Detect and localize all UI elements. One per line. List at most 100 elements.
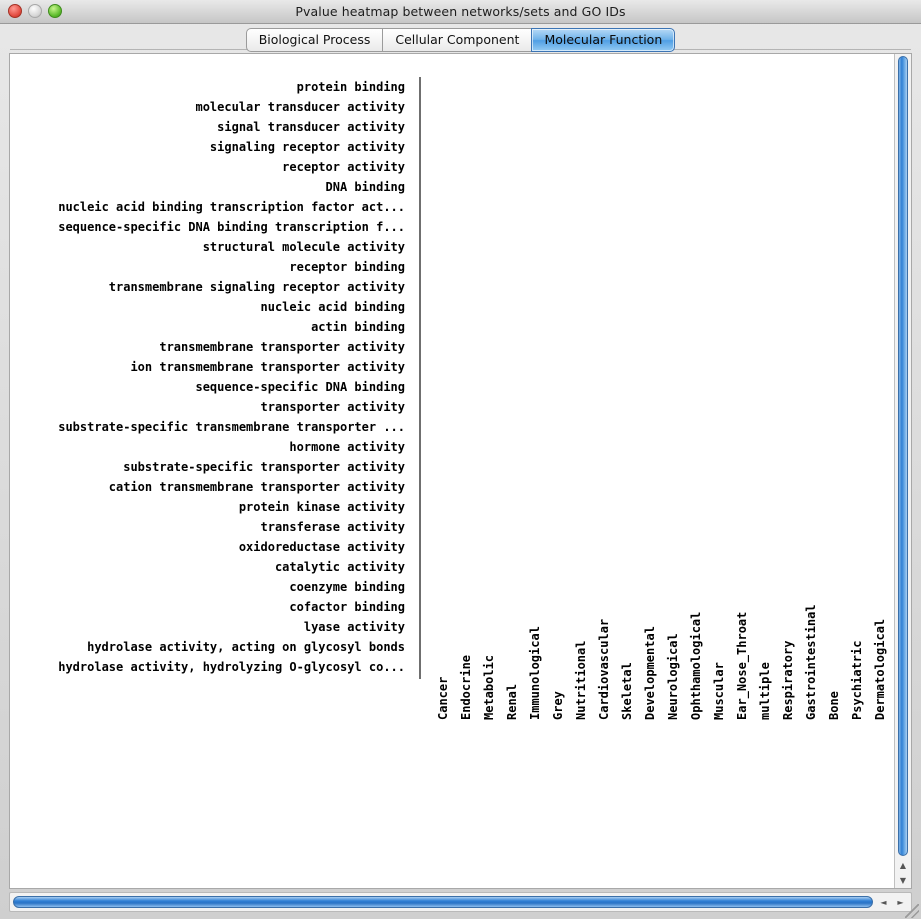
heatmap-cell[interactable] [419, 498, 420, 518]
heatmap-cell[interactable] [419, 398, 420, 418]
tab-cellular-component[interactable]: Cellular Component [383, 28, 533, 52]
heatmap-cell[interactable] [419, 418, 420, 438]
horizontal-scrollbar-thumb[interactable] [13, 896, 873, 908]
vertical-scroll-buttons: ▲ ▼ [895, 858, 911, 888]
scroll-right-arrow-icon[interactable]: ► [897, 897, 904, 907]
heatmap-cell[interactable] [419, 98, 420, 118]
heatmap-column-label: Endocrine [459, 654, 473, 720]
heatmap-row-label: receptor binding [289, 260, 405, 274]
heatmap-cell[interactable] [420, 318, 421, 338]
heatmap-cell[interactable] [419, 558, 420, 578]
heatmap-row-label: sequence-specific DNA binding [195, 380, 405, 394]
heatmap-cell[interactable] [420, 478, 421, 498]
heatmap-cell[interactable] [420, 178, 421, 198]
vertical-scrollbar-thumb[interactable] [898, 56, 908, 856]
resize-grip-icon[interactable] [905, 904, 919, 918]
heatmap-column-label: Cardiovascular [597, 618, 611, 720]
heatmap-cell[interactable] [420, 398, 421, 418]
heatmap-cell[interactable] [419, 438, 420, 458]
heatmap-column-label: Gastrointestinal [804, 604, 818, 720]
heatmap-cell[interactable] [420, 658, 421, 679]
horizontal-scrollbar[interactable]: ◄ ► [9, 892, 912, 912]
heatmap-cell[interactable] [420, 298, 421, 318]
heatmap-cell[interactable] [419, 198, 420, 218]
heatmap-row-label: hydrolase activity, acting on glycosyl b… [87, 640, 405, 654]
heatmap-cell[interactable] [420, 198, 421, 218]
heatmap-cell[interactable] [420, 98, 421, 118]
heatmap-cell[interactable] [419, 658, 420, 679]
heatmap-row [419, 618, 421, 638]
heatmap-cell[interactable] [419, 138, 420, 158]
heatmap-cell[interactable] [420, 118, 421, 138]
heatmap-cell[interactable] [419, 618, 420, 638]
heatmap-cell[interactable] [420, 598, 421, 618]
heatmap-cell[interactable] [420, 518, 421, 538]
heatmap-row [419, 158, 421, 178]
heatmap-cell[interactable] [419, 118, 420, 138]
tab-list: Biological Process Cellular Component Mole… [245, 28, 676, 52]
heatmap-cell[interactable] [419, 358, 420, 378]
heatmap-cell[interactable] [420, 77, 421, 98]
heatmap-row-label: structural molecule activity [202, 240, 405, 254]
heatmap-cell[interactable] [419, 578, 420, 598]
heatmap-cell[interactable] [420, 138, 421, 158]
scroll-up-arrow-icon[interactable]: ▲ [899, 860, 907, 870]
heatmap-cell[interactable] [419, 638, 420, 658]
heatmap-cell[interactable] [420, 158, 421, 178]
heatmap-column-label: Ear_Nose_Throat [735, 611, 749, 720]
heatmap-cell[interactable] [419, 258, 420, 278]
heatmap-column-label: Immunological [528, 626, 542, 720]
heatmap-cell[interactable] [420, 218, 421, 238]
heatmap-cell[interactable] [419, 458, 420, 478]
heatmap-cell[interactable] [420, 638, 421, 658]
heatmap-grid[interactable] [419, 77, 421, 679]
heatmap-cell[interactable] [420, 458, 421, 478]
close-button[interactable] [8, 4, 22, 18]
heatmap-cell[interactable] [419, 518, 420, 538]
heatmap-row [419, 518, 421, 538]
heatmap-cell[interactable] [420, 438, 421, 458]
tab-molecular-function[interactable]: Molecular Function [531, 28, 676, 52]
heatmap-cell[interactable] [420, 358, 421, 378]
heatmap-cell[interactable] [420, 538, 421, 558]
heatmap-cell[interactable] [419, 478, 420, 498]
heatmap-cell[interactable] [419, 538, 420, 558]
heatmap-cell[interactable] [420, 238, 421, 258]
minimize-button[interactable] [28, 4, 42, 18]
zoom-button[interactable] [48, 4, 62, 18]
heatmap-cell[interactable] [420, 618, 421, 638]
heatmap-cell[interactable] [419, 218, 420, 238]
heatmap-cell[interactable] [419, 598, 420, 618]
heatmap-cell[interactable] [419, 338, 420, 358]
heatmap-column-label: Respiratory [781, 640, 795, 720]
scroll-down-arrow-icon[interactable]: ▼ [899, 875, 907, 885]
heatmap-cell[interactable] [419, 278, 420, 298]
heatmap-cell[interactable] [420, 378, 421, 398]
heatmap-cell[interactable] [419, 238, 420, 258]
heatmap-cell[interactable] [420, 278, 421, 298]
heatmap-cell[interactable] [419, 158, 420, 178]
heatmap-row-label: oxidoreductase activity [238, 540, 405, 554]
heatmap-cell[interactable] [420, 258, 421, 278]
tab-biological-process[interactable]: Biological Process [245, 28, 384, 52]
heatmap-row [419, 558, 421, 578]
heatmap-row [419, 138, 421, 158]
heatmap-canvas: protein binding molecular transducer acti… [10, 54, 894, 888]
heatmap-cell[interactable] [419, 178, 420, 198]
heatmap-cell[interactable] [420, 338, 421, 358]
heatmap-cell[interactable] [420, 578, 421, 598]
heatmap-cell[interactable] [419, 378, 420, 398]
heatmap-cell[interactable] [420, 418, 421, 438]
heatmap-cell[interactable] [419, 318, 420, 338]
heatmap-cell[interactable] [419, 298, 420, 318]
vertical-scrollbar[interactable]: ▲ ▼ [894, 54, 911, 888]
window-controls [8, 4, 62, 18]
heatmap-cell[interactable] [419, 77, 420, 98]
heatmap-row-label: cation transmembrane transporter activit… [108, 480, 405, 494]
heatmap-cell[interactable] [420, 558, 421, 578]
heatmap-row [419, 178, 421, 198]
heatmap-cell[interactable] [420, 498, 421, 518]
heatmap-row-label: substrate-specific transmembrane transpo… [58, 420, 405, 434]
scroll-left-arrow-icon[interactable]: ◄ [880, 897, 887, 907]
